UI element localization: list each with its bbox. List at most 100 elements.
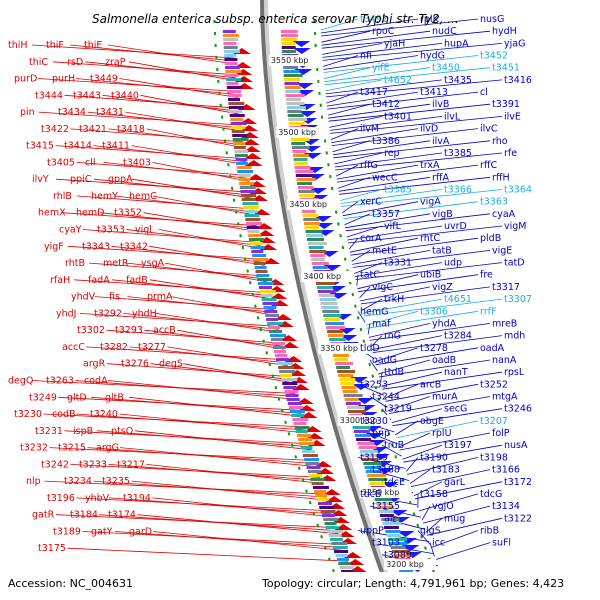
leader-line-right (322, 55, 359, 67)
gene-label-left: t3302 (77, 325, 105, 336)
feature-block (224, 54, 237, 57)
leader-line-right (324, 67, 491, 86)
feature-block (283, 74, 303, 77)
feature-block (284, 82, 300, 85)
feature-block (269, 330, 283, 333)
feature-block (268, 326, 281, 329)
feature-block (355, 434, 370, 437)
feature-block (334, 358, 348, 361)
gene-label-right: ilvL (444, 111, 461, 122)
leader-line-left (106, 363, 291, 378)
gene-label-left: t3418 (117, 124, 145, 135)
feature-block (288, 118, 308, 121)
feature-block (281, 378, 298, 381)
gene-label-left: t3240 (90, 409, 118, 420)
gene-label-right: t3412 (372, 99, 400, 110)
gene-label-left: ysgA (141, 258, 165, 269)
feature-block (249, 238, 264, 241)
gene-label-left: t3234 (64, 476, 92, 487)
feature-block (316, 286, 333, 289)
leader-line-right (346, 225, 383, 238)
leader-line-right (363, 298, 503, 317)
gene-label-right: t3188 (372, 465, 400, 476)
feature-block (287, 114, 304, 117)
feature-block (295, 430, 308, 433)
feature-block (228, 98, 240, 101)
gene-label-right: t3252 (480, 379, 508, 390)
gene-label-left: fadB (126, 275, 148, 286)
leader-line-left (146, 464, 323, 484)
feature-block (335, 362, 354, 365)
gene-label-right: t3364 (504, 185, 532, 196)
leader-line-right (367, 323, 371, 335)
gene-label-left: zraP (105, 57, 126, 68)
gene-label-right: ilvE (504, 111, 521, 122)
leader-line-right (349, 237, 419, 253)
feature-block (227, 94, 242, 97)
scale-label-bg (276, 127, 329, 138)
gene-label-right: vgjO (432, 501, 454, 512)
feature-block (307, 470, 321, 473)
gene-label-right: ilvA (432, 136, 450, 147)
gene-label-left: t3405 (47, 157, 75, 168)
feature-block (323, 314, 342, 317)
feature-block (279, 370, 296, 373)
gene-label-right: t3366 (444, 185, 472, 196)
gene-label-left: yhdV (71, 292, 96, 303)
feature-block (324, 522, 337, 525)
feature-block (328, 534, 342, 537)
gene-label-right: t3401 (384, 111, 412, 122)
gene-label-left: t3189 (53, 527, 81, 538)
leader-line-left (102, 94, 240, 112)
feature-block (392, 550, 411, 553)
gene-label-right: t3183 (432, 465, 460, 476)
leader-line-right (427, 517, 503, 536)
leader-line-right (360, 286, 491, 305)
feature-block (290, 410, 305, 413)
right-gene-labels: t3492 rplK nusG rpoC nudC hydH yjaH hupA yjaG nfi… (360, 14, 532, 561)
feature-block (270, 334, 286, 337)
feature-block (377, 506, 395, 509)
gene-label-right: mtgA (492, 392, 518, 403)
feature-block (368, 478, 388, 481)
feature-block (330, 538, 343, 541)
feature-block (312, 266, 328, 269)
feature-block (229, 114, 245, 117)
feature-block (272, 342, 285, 345)
gene-label-right: t3417 (360, 87, 388, 98)
gene-arrow-forward (355, 398, 374, 404)
gene-arrow-reverse (331, 517, 350, 523)
feature-block (343, 394, 363, 397)
gene-arrow-reverse (234, 69, 253, 75)
leader-line-left (119, 413, 307, 434)
gene-label-left: thiF (46, 40, 64, 51)
gene-arrow-reverse (252, 209, 271, 215)
gene-arrow-reverse (303, 426, 322, 432)
gene-label-left: t3431 (96, 107, 124, 118)
feature-block (274, 350, 286, 353)
gene-label-right: corA (360, 233, 382, 244)
feature-block (283, 66, 299, 69)
feature-block (281, 46, 296, 49)
gene-arrow-reverse (246, 174, 265, 180)
feature-block (253, 258, 268, 261)
feature-block (390, 546, 406, 549)
gene-label-right: vifL (384, 221, 402, 232)
feature-block (299, 194, 316, 197)
feature-block (309, 474, 323, 477)
gene-label-right: uppP (360, 526, 384, 537)
feature-block (294, 426, 310, 429)
gene-label-right: t3413 (420, 87, 448, 98)
feature-block (344, 398, 359, 401)
leader-line-right (402, 444, 443, 460)
feature-block (234, 150, 249, 153)
leader-line-right (366, 310, 479, 329)
feature-block (304, 222, 320, 225)
feature-block (317, 290, 336, 293)
feature-block (311, 258, 325, 261)
leader-line-right (324, 67, 371, 80)
feature-block (271, 338, 283, 341)
leader-line-left (75, 413, 306, 431)
feature-block (284, 390, 299, 393)
gene-label-left: yhbV (85, 493, 110, 504)
